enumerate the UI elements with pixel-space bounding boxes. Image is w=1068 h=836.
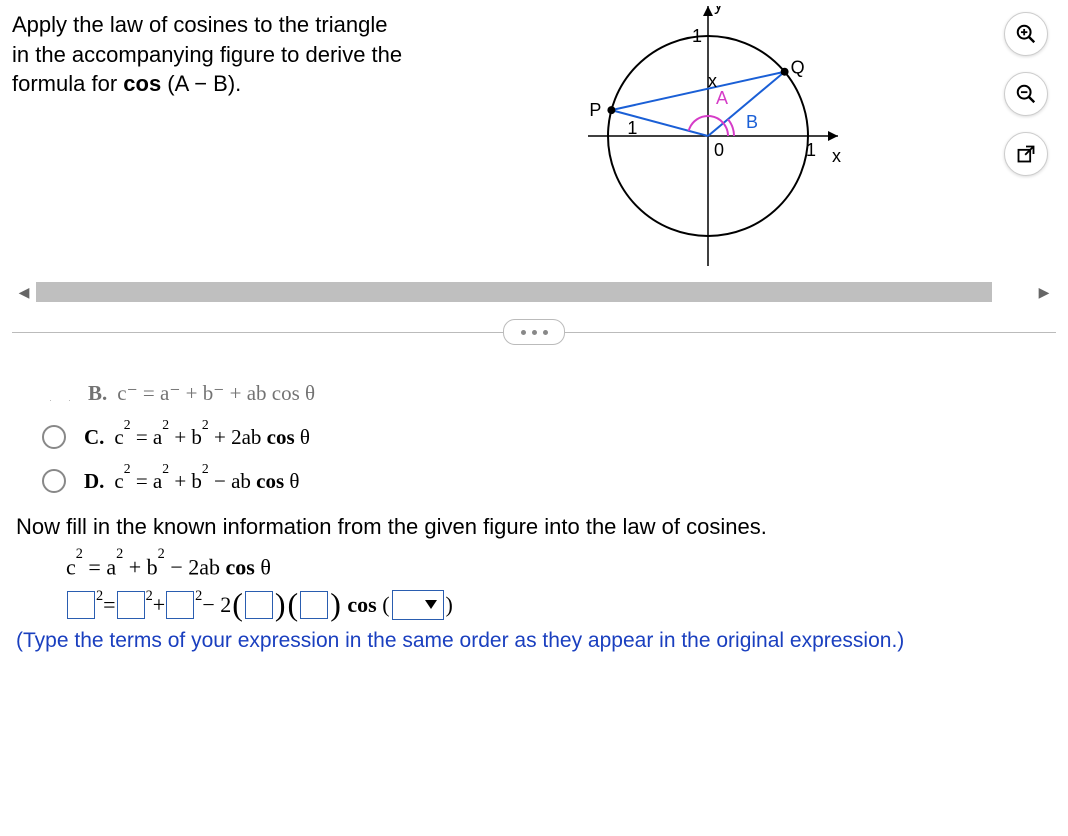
horizontal-scrollbar[interactable]: ◀ ▶ [12,280,1056,304]
radio-button[interactable] [42,469,66,493]
dot-icon [521,330,526,335]
scroll-track[interactable] [36,282,1032,302]
question-text: Apply the law of cosines to the triangle… [12,6,402,99]
answer-box-c[interactable] [67,591,95,619]
answer-box-b[interactable] [166,591,194,619]
instruction-text: Now fill in the known information from t… [16,514,1056,540]
svg-text:1: 1 [806,140,816,160]
scroll-thumb[interactable] [36,282,992,302]
svg-text:x: x [708,71,717,91]
radio-button[interactable] [42,425,66,449]
answer-box-ab2[interactable] [300,591,328,619]
option-d[interactable]: D. c2 = a2 + b2 − ab cos θ [42,468,1056,494]
svg-text:Q: Q [791,58,805,78]
svg-text:x: x [832,146,841,166]
popout-icon [1016,144,1036,164]
svg-text:1: 1 [627,118,637,138]
scroll-right-button[interactable]: ▶ [1032,280,1056,304]
option-letter: D. [84,469,104,494]
answer-box-ab1[interactable] [245,591,273,619]
popout-button[interactable] [1004,132,1048,176]
svg-text:0: 0 [714,140,724,160]
scroll-left-button[interactable]: ◀ [12,280,36,304]
zoom-in-icon [1015,23,1037,45]
zoom-out-icon [1015,83,1037,105]
option-text: c2 = a2 + b2 + 2ab cos θ [114,424,310,450]
option-letter: C. [84,425,104,450]
chevron-down-icon [425,600,437,609]
svg-text:A: A [716,88,728,108]
option-text: c⁻ = a⁻ + b⁻ + ab cos θ [117,381,315,406]
hint-text: (Type the terms of your expression in th… [16,629,1016,653]
option-c[interactable]: C. c2 = a2 + b2 + 2ab cos θ [42,424,1056,450]
equation-line-1: c2 = a2 + b2 − 2ab cos θ [66,554,1056,580]
answer-box-a[interactable] [117,591,145,619]
zoom-out-button[interactable] [1004,72,1048,116]
answer-select-theta[interactable] [392,590,444,620]
dot-icon [543,330,548,335]
svg-text:1: 1 [692,26,702,46]
radio-cut-icon [50,387,70,401]
figure: yxPQABx1101 [402,6,1004,266]
dot-icon [532,330,537,335]
option-text: c2 = a2 + b2 − ab cos θ [114,468,299,494]
option-letter: B. [88,381,107,406]
expand-button[interactable] [503,319,565,345]
equation-line-2: 2 = 2 + 2 − 2 () () cos ( ) [66,586,1056,623]
svg-text:y: y [714,6,723,14]
svg-text:B: B [746,112,758,132]
svg-text:P: P [589,100,601,120]
option-b-partial: B. c⁻ = a⁻ + b⁻ + ab cos θ [50,381,1056,406]
zoom-in-button[interactable] [1004,12,1048,56]
